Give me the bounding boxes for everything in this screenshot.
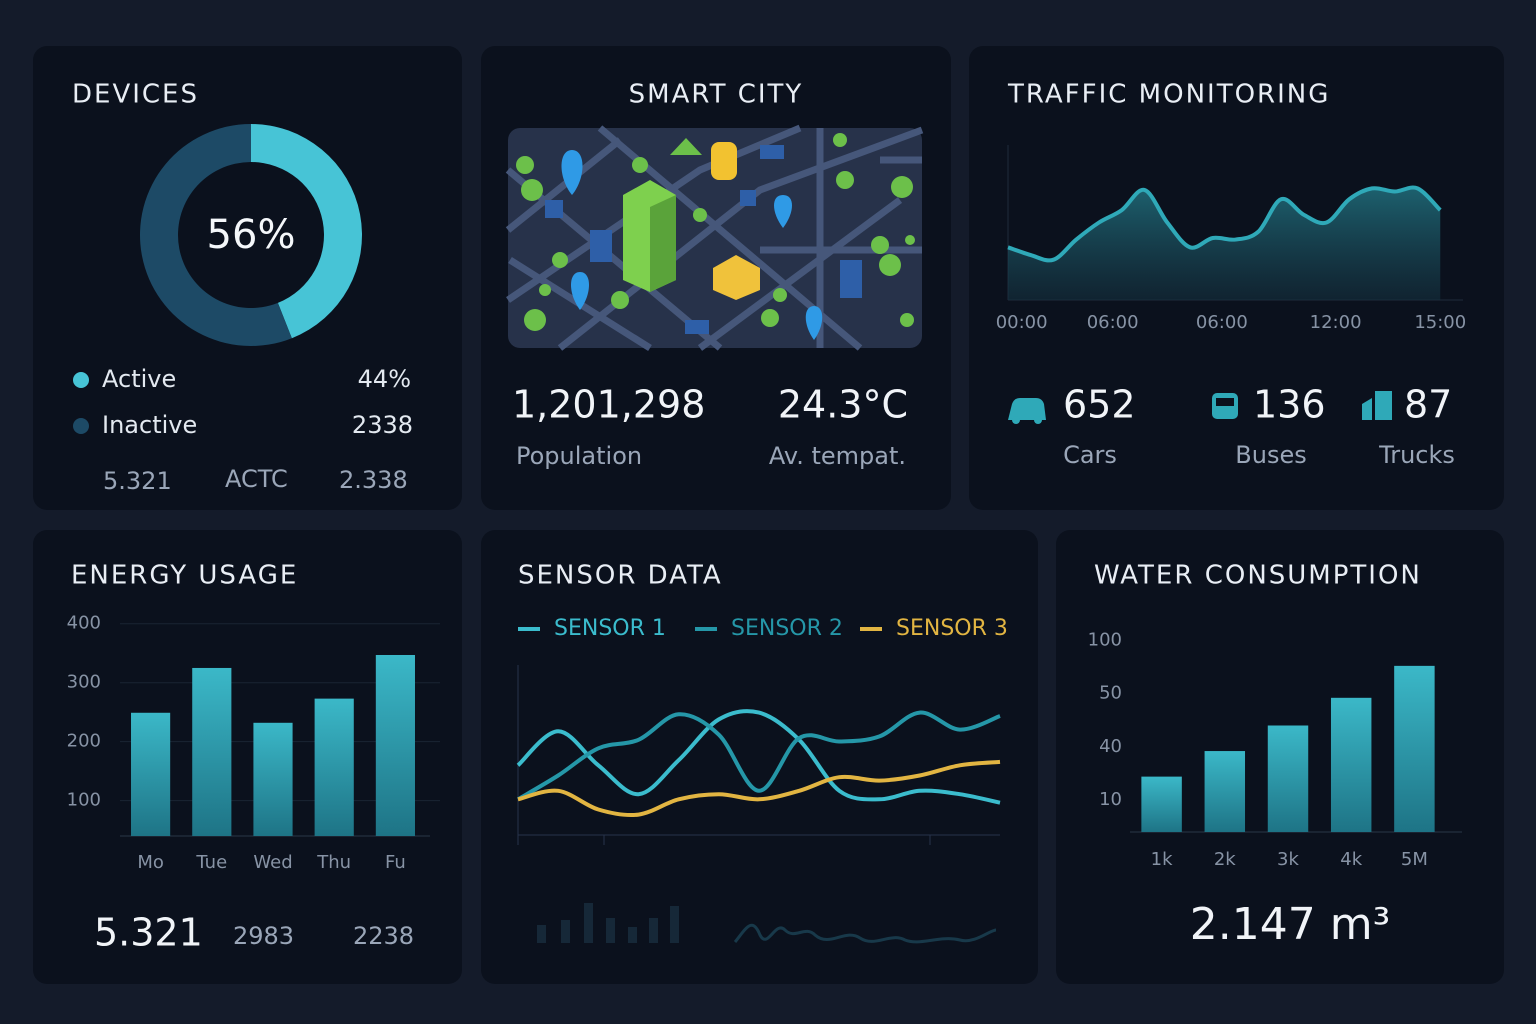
panel-title: TRAFFIC MONITORING	[1007, 80, 1330, 110]
footer-stat: 2.338	[339, 466, 408, 494]
legend-label: SENSOR 2	[731, 616, 843, 641]
y-tick-label: 50	[1099, 683, 1122, 704]
x-tick-label: 15:00	[1414, 312, 1466, 333]
bar	[1267, 725, 1309, 832]
panel-title: WATER CONSUMPTION	[1094, 561, 1422, 591]
bar	[253, 722, 293, 836]
footer-stat: 5.321	[94, 911, 203, 955]
line	[516, 710, 1001, 802]
x-tick-label: 4k	[1340, 849, 1362, 870]
panel-title: ENERGY USAGE	[71, 561, 298, 591]
y-tick-label: 400	[67, 613, 101, 634]
stat-value: 24.3°C	[778, 383, 908, 427]
bar	[1394, 665, 1435, 832]
x-tick-label: 1k	[1151, 849, 1173, 870]
bar	[131, 712, 171, 836]
line	[1007, 185, 1442, 263]
y-tick-label: 40	[1099, 736, 1122, 757]
stat-label: Buses	[1235, 441, 1306, 469]
footer-stat: 2238	[353, 922, 414, 950]
x-tick-label: 3k	[1277, 849, 1299, 870]
legend-label: SENSOR 1	[554, 616, 666, 641]
x-tick-label: Tue	[195, 852, 227, 873]
legend-value: 44%	[358, 365, 411, 393]
line	[517, 759, 1001, 818]
stat-label: Population	[516, 442, 642, 470]
legend-marker	[73, 418, 89, 434]
legend-label: Inactive	[102, 411, 197, 439]
panel-title: SENSOR DATA	[518, 561, 723, 591]
y-tick-label: 100	[1088, 629, 1122, 650]
legend-label: SENSOR 3	[896, 616, 1008, 641]
x-tick-label: 2k	[1214, 849, 1236, 870]
x-tick-label: 00:00	[996, 312, 1048, 333]
panel-title: DEVICES	[72, 80, 199, 110]
stat-label: Cars	[1063, 441, 1117, 469]
stat-value: 652	[1063, 383, 1136, 427]
donut-center-label: 56%	[207, 212, 296, 258]
panel	[33, 46, 462, 510]
stat-value: 1,201,298	[512, 383, 705, 427]
mini-bars	[537, 903, 679, 943]
x-tick-label: 06:00	[1087, 312, 1139, 333]
y-tick-label: 300	[67, 672, 101, 693]
plot-frame	[517, 665, 1000, 845]
legend-marker	[73, 372, 89, 388]
footer-stat: ACTC	[225, 465, 288, 493]
mini-sparkline	[733, 923, 997, 944]
stat-label: Av. tempat.	[769, 442, 906, 470]
panel	[33, 530, 462, 984]
x-tick-label: Fu	[385, 852, 406, 873]
panel	[481, 530, 1038, 984]
x-tick-label: 5M	[1401, 849, 1428, 870]
bar	[375, 654, 415, 836]
x-tick-label: 06:00	[1196, 312, 1248, 333]
x-tick-label: 12:00	[1310, 312, 1362, 333]
bar	[1204, 751, 1246, 832]
city-map	[505, 124, 924, 351]
legend-label: Active	[102, 365, 176, 393]
bar	[192, 667, 232, 836]
y-tick-label: 200	[67, 731, 101, 752]
legend-value: 2338	[352, 411, 413, 439]
total-value: 2.147 m³	[1190, 899, 1390, 950]
bar	[1141, 776, 1182, 832]
donut-segment	[140, 124, 292, 346]
stat-label: Trucks	[1378, 441, 1455, 469]
stat-value: 87	[1404, 383, 1452, 427]
donut-segment	[251, 124, 363, 339]
footer-stat: 2983	[233, 922, 294, 950]
bar	[314, 698, 354, 836]
x-tick-label: Mo	[137, 852, 164, 873]
vehicle-icons	[1008, 391, 1392, 424]
x-tick-label: Wed	[253, 852, 292, 873]
stat-value: 136	[1253, 383, 1326, 427]
panel-title: SMART CITY	[629, 80, 804, 110]
y-tick-label: 10	[1099, 789, 1122, 810]
footer-stat: 5.321	[103, 467, 172, 495]
x-tick-label: Thu	[316, 852, 351, 873]
line	[516, 709, 1001, 805]
y-tick-label: 100	[67, 790, 101, 811]
bar	[1330, 697, 1372, 832]
